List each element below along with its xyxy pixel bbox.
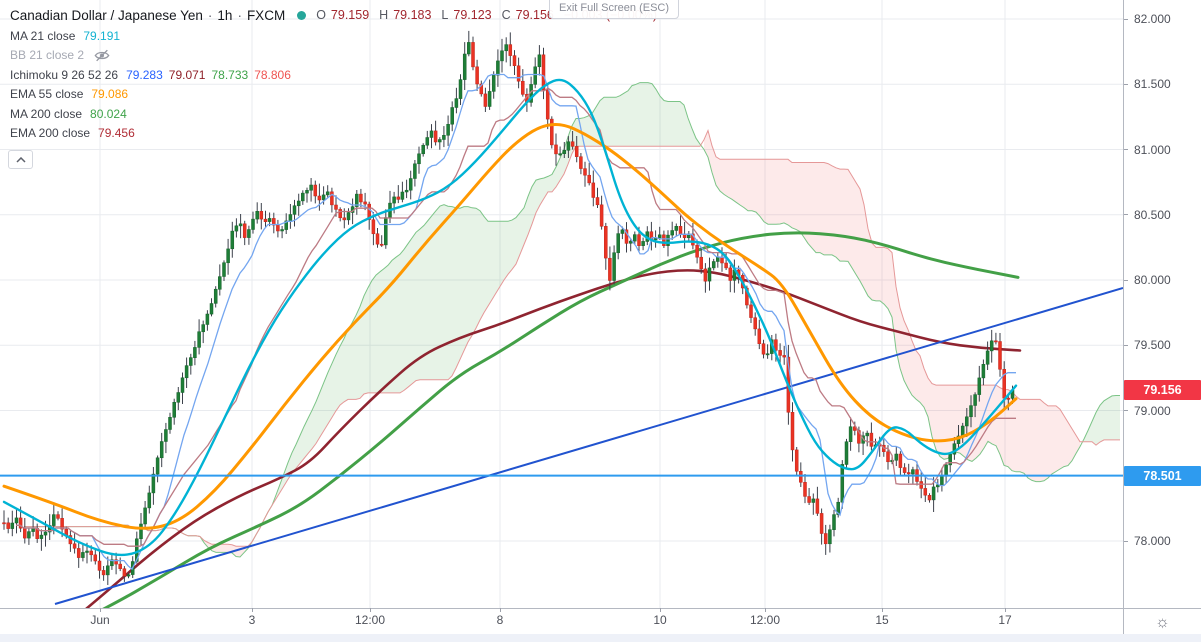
time-axis-label: 15 bbox=[875, 613, 889, 627]
legend-label: BB 21 close 2 bbox=[10, 48, 85, 63]
legend-value: 79.456 bbox=[98, 126, 135, 141]
legend-value: 78.806 bbox=[254, 67, 291, 82]
time-axis-label: 10 bbox=[653, 613, 667, 627]
time-axis-label: 12:00 bbox=[354, 613, 386, 627]
time-axis-tick bbox=[100, 608, 101, 612]
price-axis-label: 81.000 bbox=[1134, 142, 1171, 157]
time-axis-label: 17 bbox=[998, 613, 1012, 627]
legend-row-ma-21-close[interactable]: MA 21 close 79.191 bbox=[10, 26, 662, 46]
legend-value: 79.191 bbox=[83, 28, 121, 43]
legend-value: 79.283 bbox=[126, 67, 163, 82]
symbol-name[interactable]: Canadian Dollar / Japanese Yen bbox=[10, 7, 203, 23]
legend-value: 78.733 bbox=[211, 67, 249, 82]
title-separator: · bbox=[237, 7, 242, 23]
price-badge: 79.156 bbox=[1124, 380, 1201, 401]
time-axis-tick bbox=[500, 608, 501, 612]
price-axis-tick bbox=[1124, 344, 1128, 346]
price-axis-tick bbox=[1124, 214, 1128, 216]
legend-row-bb-21-close-2[interactable]: BB 21 close 2 bbox=[10, 46, 662, 66]
time-axis-tick bbox=[882, 608, 883, 612]
price-axis-label: 78.000 bbox=[1134, 534, 1171, 548]
time-axis[interactable]: Jun 3 12:00 8 10 12:00 15 17 bbox=[0, 608, 1123, 634]
trend-line bbox=[54, 287, 1123, 605]
legend-value: 80.024 bbox=[90, 106, 127, 121]
indicator-legend: MA 21 close 79.191 BB 21 close 2 Ichimoku 9… bbox=[10, 26, 662, 143]
eye-off-icon[interactable] bbox=[94, 49, 110, 62]
price-axis-border bbox=[1123, 0, 1124, 634]
ema55-line bbox=[2, 122, 1018, 530]
legend-label: EMA 55 close bbox=[10, 87, 84, 102]
price-axis-tick bbox=[1124, 540, 1128, 542]
price-axis-tick bbox=[1124, 279, 1128, 281]
price-axis-label: 82.000 bbox=[1134, 12, 1171, 26]
ohlc-item: L 79.123 bbox=[441, 8, 492, 22]
chevron-up-icon bbox=[15, 156, 26, 163]
price-axis-label: 79.000 bbox=[1134, 403, 1171, 418]
legend-label: Ichimoku 9 26 52 26 bbox=[10, 67, 119, 82]
time-axis-tick bbox=[660, 608, 661, 612]
time-axis-border bbox=[0, 608, 1201, 609]
legend-row-ema-200-close[interactable]: EMA 200 close 79.456 bbox=[10, 124, 662, 144]
legend-value: 79.086 bbox=[91, 87, 129, 102]
title-separator: · bbox=[207, 7, 213, 23]
legend-collapse-button[interactable] bbox=[8, 150, 33, 169]
interval-label[interactable]: 1h bbox=[217, 7, 233, 23]
exit-fullscreen-tooltip: Exit Full Screen (ESC) bbox=[549, 0, 680, 19]
legend-label: MA 21 close bbox=[10, 28, 76, 43]
time-axis-tick bbox=[370, 608, 371, 612]
market-status-dot-icon bbox=[297, 10, 307, 20]
legend-value: 79.071 bbox=[168, 67, 206, 82]
time-axis-label: 3 bbox=[248, 613, 256, 627]
time-axis-tick bbox=[1005, 608, 1006, 612]
legend-label: MA 200 close bbox=[10, 106, 83, 121]
legend-row-ema-55-close[interactable]: EMA 55 close 79.086 bbox=[10, 85, 662, 105]
price-axis-label: 80.500 bbox=[1134, 207, 1171, 222]
price-axis-label: 81.500 bbox=[1134, 77, 1171, 92]
legend-row-ichimoku-9-26-52-26[interactable]: Ichimoku 9 26 52 26 79.283 79.071 78.733 78.… bbox=[10, 65, 662, 85]
time-axis-label: 8 bbox=[496, 613, 504, 627]
bottom-strip bbox=[0, 634, 1201, 642]
time-axis-tick bbox=[252, 608, 253, 612]
legend-panel: Canadian Dollar / Japanese Yen · 1h · FX… bbox=[10, 4, 662, 143]
time-axis-label: Jun bbox=[90, 613, 110, 627]
time-axis-tick bbox=[765, 608, 766, 612]
price-axis-label: 79.500 bbox=[1134, 338, 1171, 353]
price-axis-label: 80.000 bbox=[1134, 273, 1171, 287]
ma21-line bbox=[2, 78, 1018, 557]
ichimoku-cloud bbox=[24, 82, 1120, 558]
exchange-label[interactable]: FXCM bbox=[246, 7, 286, 23]
time-axis-label: 12:00 bbox=[749, 613, 781, 627]
price-badge: 78.501 bbox=[1124, 465, 1201, 486]
price-axis-tick bbox=[1124, 410, 1128, 411]
axis-settings-button[interactable]: ☼ bbox=[1124, 612, 1201, 634]
price-axis-tick bbox=[1124, 18, 1128, 20]
gear-icon: ☼ bbox=[1155, 614, 1170, 631]
price-chart-canvas[interactable] bbox=[0, 0, 1123, 613]
grid bbox=[0, 0, 1123, 608]
ma200-line bbox=[102, 231, 1020, 608]
price-axis[interactable]: 82.000 81.500 81.000 80.500 80.000 79.500 79.0… bbox=[1124, 0, 1201, 608]
legend-row-ma-200-close[interactable]: MA 200 close 80.024 bbox=[10, 104, 662, 124]
legend-label: EMA 200 close bbox=[10, 126, 91, 141]
price-axis-tick bbox=[1124, 83, 1128, 85]
ohlc-item: O 79.159 bbox=[316, 8, 370, 22]
ichimoku-conversion-line bbox=[16, 73, 1016, 571]
price-axis-tick bbox=[1124, 149, 1128, 150]
ema200-line bbox=[85, 269, 1022, 608]
ohlc-item: H 79.183 bbox=[379, 8, 432, 22]
ohlc-item: C 79.156 bbox=[501, 8, 554, 22]
